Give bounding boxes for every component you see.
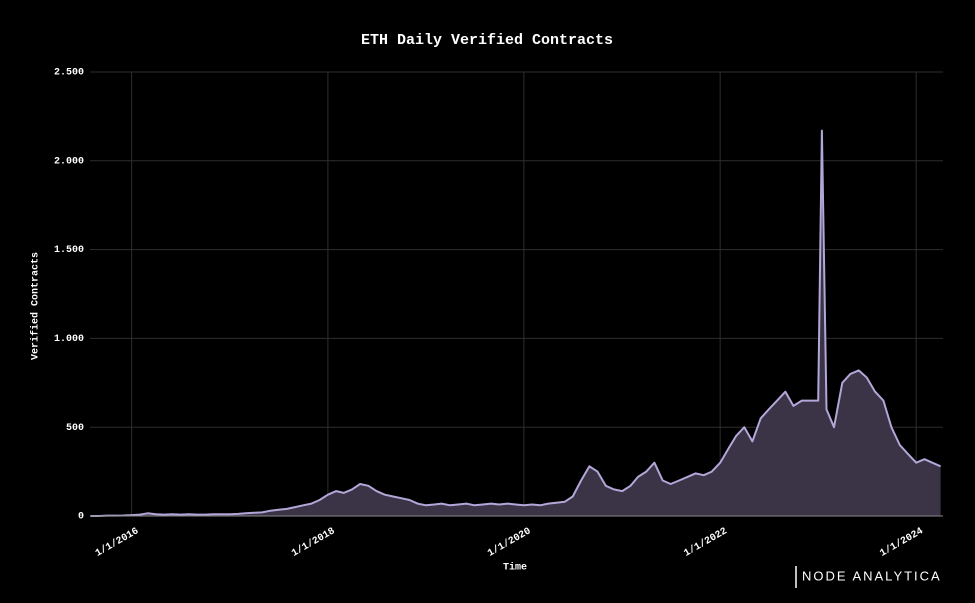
- area: [90, 130, 941, 516]
- x-axis-label: Time: [503, 562, 527, 574]
- y-axis-label: Verified Contracts: [30, 252, 42, 360]
- y-tick-label: 1.500: [54, 245, 84, 256]
- y-tick-label: 2.000: [54, 156, 84, 167]
- y-tick-label: 500: [66, 423, 84, 434]
- y-tick-label: 0: [78, 512, 84, 523]
- chart-title: ETH Daily Verified Contracts: [361, 32, 613, 49]
- y-tick-label: 2.500: [54, 68, 84, 79]
- brand: NODE ANALYTICA: [802, 568, 942, 583]
- y-tick-label: 1.000: [54, 334, 84, 345]
- line: [90, 129, 941, 517]
